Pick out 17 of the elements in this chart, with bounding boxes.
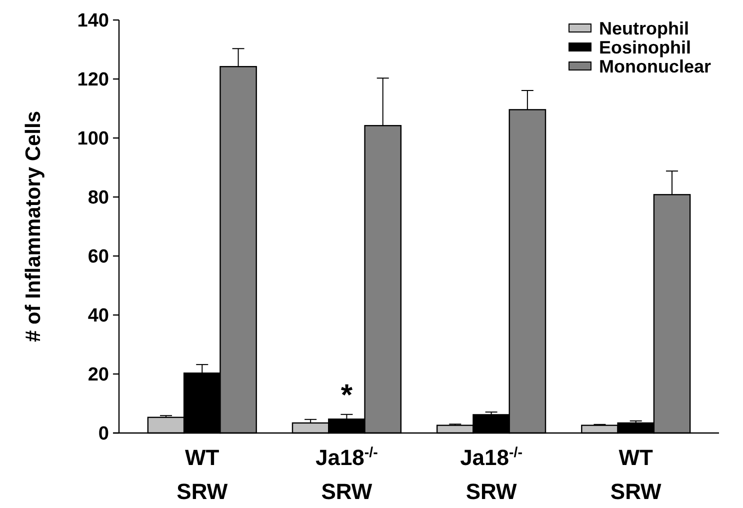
y-tick-label: 40 bbox=[88, 306, 109, 327]
y-tick-label: 60 bbox=[88, 246, 109, 268]
legend-label: Neutrophil bbox=[599, 18, 689, 38]
category-label: Ja18$^{-/-}$ SRW bbox=[460, 445, 523, 504]
x-tick-label: WT SRW bbox=[176, 445, 228, 504]
x-tick-label: WT SRW bbox=[610, 445, 662, 504]
y-tick-label: 100 bbox=[77, 128, 109, 150]
annotation: * bbox=[340, 379, 353, 412]
legend-label: Eosinophil bbox=[599, 37, 691, 58]
y-tick-label: 0 bbox=[98, 424, 109, 445]
y-tick-label: 80 bbox=[88, 188, 109, 209]
category-label: Ja18$^{-/-}$ SRW bbox=[315, 445, 378, 504]
y-tick-label: 20 bbox=[88, 364, 109, 386]
y-tick-label: 140 bbox=[77, 10, 109, 32]
legend-label: Mononuclear bbox=[599, 56, 712, 76]
y-axis-title: # of Inflammatory Cells bbox=[22, 110, 45, 342]
y-tick-label: 120 bbox=[77, 70, 109, 91]
